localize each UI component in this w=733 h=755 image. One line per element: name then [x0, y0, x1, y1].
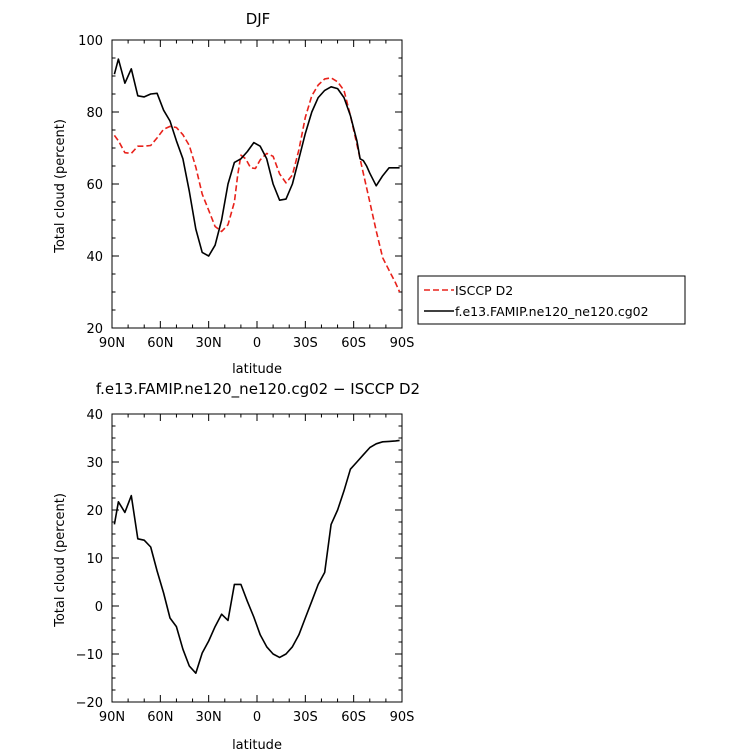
bottom-x-axis-label: latitude	[232, 738, 282, 753]
x-tick-label: 30S	[293, 336, 318, 351]
legend-label-isccp: ISCCP D2	[455, 283, 513, 298]
y-tick-label: 40	[86, 408, 103, 423]
bottom-plot-frame	[111, 413, 403, 703]
y-tick-label: −20	[76, 696, 103, 711]
y-tick-label: 20	[86, 504, 103, 519]
bottom-y-axis-label: Total cloud (percent)	[53, 493, 68, 628]
y-tick-label: 80	[86, 106, 103, 121]
x-tick-label: 0	[253, 336, 261, 351]
bottom-plot-area: 90N 60N 30N 0 30S 60S 90S −20 −10 0 10 20 30 40	[76, 408, 415, 725]
x-tick-label: 90S	[390, 710, 415, 725]
legend-label-famip: f.e13.FAMIP.ne120_ne120.cg02	[455, 304, 649, 319]
y-tick-label: 30	[86, 456, 103, 471]
x-tick-label: 90N	[99, 336, 125, 351]
x-tick-label: 30N	[196, 336, 222, 351]
series-line-0-1	[113, 58, 400, 257]
x-tick-label: 30S	[293, 710, 318, 725]
series-line-1-0	[113, 439, 400, 675]
y-tick-label: 40	[86, 250, 103, 265]
y-tick-label: −10	[76, 648, 103, 663]
top-x-axis-label: latitude	[232, 362, 282, 377]
top-plot-frame	[111, 39, 403, 329]
bottom-panel: f.e13.FAMIP.ne120_ne120.cg02 − ISCCP D2 …	[53, 380, 420, 753]
legend-box	[417, 275, 686, 325]
top-panel: DJF 90N 60N 30N 0 30S 60S 90S 20 40 60 80 100 latit…	[53, 10, 686, 377]
legend: ISCCP D2 f.e13.FAMIP.ne120_ne120.cg02	[417, 275, 686, 325]
y-tick-label: 20	[86, 322, 103, 337]
top-chart-title: DJF	[246, 10, 271, 28]
y-tick-label: 10	[86, 552, 103, 567]
top-y-axis-label: Total cloud (percent)	[53, 119, 68, 254]
y-tick-label: 100	[78, 34, 103, 49]
x-tick-label: 30N	[196, 710, 222, 725]
x-tick-label: 90S	[390, 336, 415, 351]
x-tick-label: 0	[253, 710, 261, 725]
x-tick-label: 60N	[147, 336, 173, 351]
y-tick-label: 60	[86, 178, 103, 193]
x-tick-label: 60N	[147, 710, 173, 725]
series-line-0-0	[113, 77, 401, 293]
top-plot-area: 90N 60N 30N 0 30S 60S 90S 20 40 60 80 100	[78, 34, 414, 351]
y-tick-label: 0	[95, 600, 103, 615]
x-tick-label: 60S	[341, 710, 366, 725]
bottom-chart-title: f.e13.FAMIP.ne120_ne120.cg02 − ISCCP D2	[96, 380, 420, 399]
x-tick-label: 60S	[341, 336, 366, 351]
x-tick-label: 90N	[99, 710, 125, 725]
